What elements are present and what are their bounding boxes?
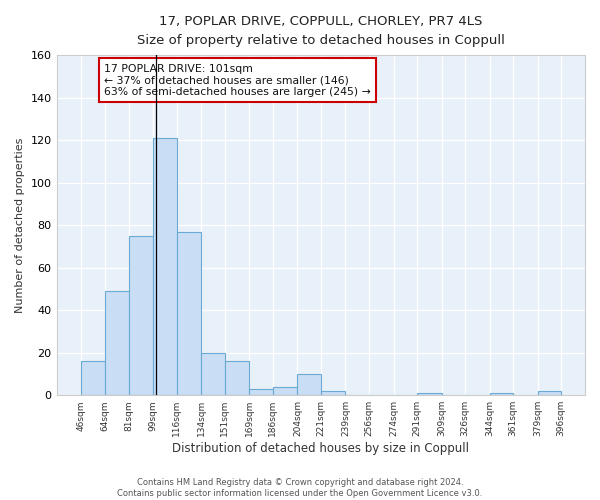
Bar <box>321 391 346 395</box>
Bar <box>128 236 154 395</box>
Bar <box>273 386 298 395</box>
Bar <box>105 291 128 395</box>
Bar <box>250 389 273 395</box>
Bar <box>298 374 321 395</box>
Bar <box>202 352 224 395</box>
Bar <box>154 138 176 395</box>
Bar <box>224 361 250 395</box>
Text: 17 POPLAR DRIVE: 101sqm
← 37% of detached houses are smaller (146)
63% of semi-d: 17 POPLAR DRIVE: 101sqm ← 37% of detache… <box>104 64 371 97</box>
Bar <box>80 361 105 395</box>
X-axis label: Distribution of detached houses by size in Coppull: Distribution of detached houses by size … <box>172 442 469 455</box>
Bar <box>490 393 513 395</box>
Bar <box>176 232 202 395</box>
Bar <box>417 393 442 395</box>
Text: Contains HM Land Registry data © Crown copyright and database right 2024.
Contai: Contains HM Land Registry data © Crown c… <box>118 478 482 498</box>
Bar <box>538 391 561 395</box>
Y-axis label: Number of detached properties: Number of detached properties <box>15 138 25 313</box>
Title: 17, POPLAR DRIVE, COPPULL, CHORLEY, PR7 4LS
Size of property relative to detache: 17, POPLAR DRIVE, COPPULL, CHORLEY, PR7 … <box>137 15 505 47</box>
